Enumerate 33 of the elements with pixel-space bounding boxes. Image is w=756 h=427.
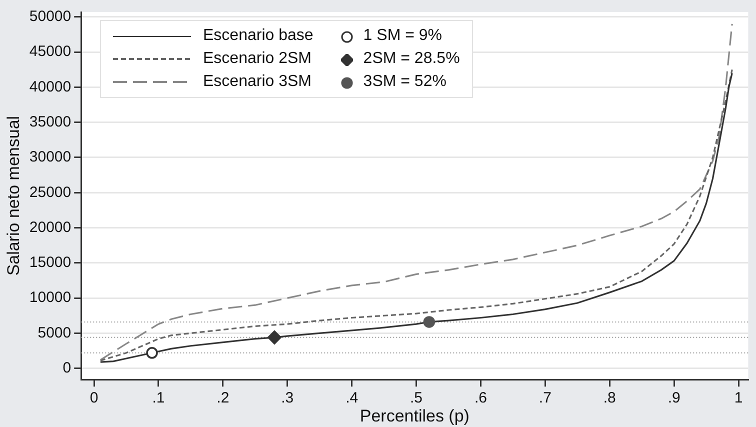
y-tick-label: 20000 <box>29 218 72 236</box>
x-tick-label: .8 <box>603 390 616 407</box>
point <box>146 346 158 359</box>
y-tick-label: 35000 <box>29 113 72 130</box>
point <box>423 316 436 328</box>
x-tick-label: .7 <box>538 390 552 407</box>
x-axis-title: Percentiles (p) <box>360 406 470 426</box>
legend-label: 2SM = 28.5% <box>363 50 460 68</box>
y-tick-label: 30000 <box>29 148 72 166</box>
y-tick-label: 40000 <box>29 78 72 96</box>
x-tick-label: .9 <box>668 390 680 407</box>
x-tick-label: .6 <box>474 390 487 407</box>
y-tick-label: 45000 <box>29 43 72 60</box>
y-tick-label: 50000 <box>29 8 72 26</box>
y-tick-label: 15000 <box>29 254 72 272</box>
y-tick-label: 10000 <box>29 289 72 306</box>
x-tick-label: .4 <box>346 390 358 407</box>
legend-label: Escenario 2SM <box>203 50 312 68</box>
y-tick-label: 0 <box>62 359 72 376</box>
legend-label: Escenario base <box>203 27 314 45</box>
legend-label: Escenario 3SM <box>203 73 312 91</box>
legend-label: 1 SM = 9% <box>363 27 442 45</box>
x-tick-label: 1 <box>734 390 743 407</box>
y-tick-label: 25000 <box>29 184 72 201</box>
y-axis-title: Salario neto mensual <box>4 116 23 276</box>
point <box>268 330 282 344</box>
x-tick-label: 0 <box>90 390 98 407</box>
x-tick-label: .5 <box>410 390 423 407</box>
x-tick-label: .2 <box>216 390 230 407</box>
legend-label: 3SM = 52% <box>363 73 446 91</box>
x-tick-label: .3 <box>281 390 294 407</box>
y-tick-label: 5000 <box>38 324 72 342</box>
x-tick-label: .1 <box>152 390 165 407</box>
